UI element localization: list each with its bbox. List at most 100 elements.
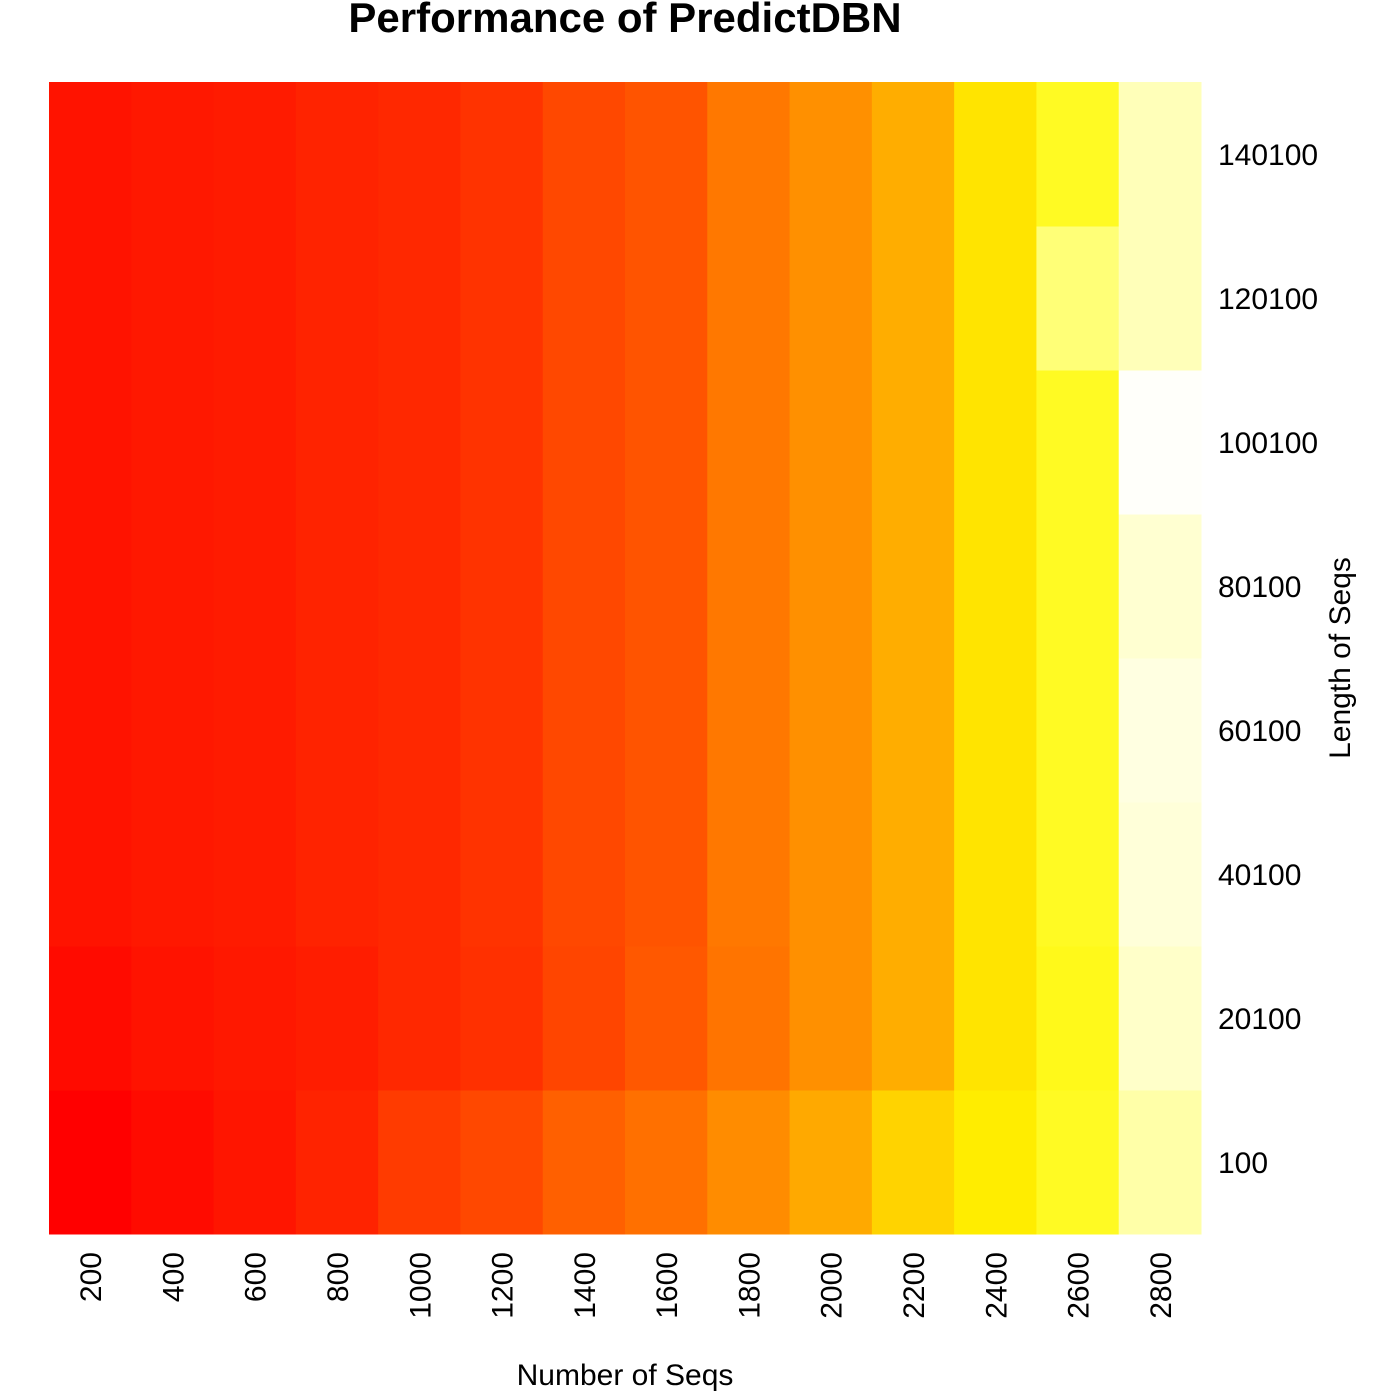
heatmap-cell-2000-20100 (789, 946, 873, 1091)
heatmap-cell-600-120100 (213, 226, 297, 371)
heatmap-cell-200-100 (49, 1090, 132, 1235)
heatmap-cell-400-100100 (131, 370, 215, 515)
heatmap-cell-2800-20100 (1118, 946, 1202, 1091)
heatmap-cell-1200-60100 (460, 658, 544, 803)
heatmap-cell-1800-100100 (707, 370, 791, 515)
heatmap-cell-1800-60100 (707, 658, 791, 803)
heatmap-cell-600-100100 (213, 370, 297, 515)
heatmap-cell-2200-140100 (871, 82, 955, 227)
heatmap-cell-400-100 (131, 1090, 215, 1235)
y-tick-label: 140100 (1218, 139, 1318, 172)
heatmap-cell-1600-120100 (625, 226, 708, 371)
heatmap-cell-2200-20100 (871, 946, 955, 1091)
heatmap-cell-2800-140100 (1118, 82, 1202, 227)
y-axis-label: Length of Seqs (1324, 557, 1357, 759)
heatmap-cell-1600-80100 (625, 514, 708, 659)
chart-title: Performance of PredictDBN (348, 0, 901, 41)
heatmap-cell-400-20100 (131, 946, 215, 1091)
heatmap-cell-800-20100 (295, 946, 379, 1091)
heatmap-cell-2400-140100 (954, 82, 1037, 227)
heatmap-cell-200-20100 (49, 946, 132, 1091)
y-tick-label: 40100 (1218, 859, 1301, 892)
heatmap-cell-2000-100 (789, 1090, 873, 1235)
heatmap-cell-2600-120100 (1036, 226, 1120, 371)
heatmap-cell-2400-100100 (954, 370, 1037, 515)
y-tick-label: 80100 (1218, 571, 1301, 604)
heatmap-cell-200-60100 (49, 658, 132, 803)
heatmap-cell-1400-40100 (542, 802, 626, 947)
heatmap-cell-1800-140100 (707, 82, 791, 227)
heatmap-cell-1400-60100 (542, 658, 626, 803)
heatmap-cell-2800-100 (1118, 1090, 1202, 1235)
heatmap-cell-800-120100 (295, 226, 379, 371)
heatmap-cell-2800-120100 (1118, 226, 1202, 371)
x-tick-label: 1800 (733, 1252, 766, 1319)
heatmap-cell-600-100 (213, 1090, 297, 1235)
heatmap-cell-2600-140100 (1036, 82, 1120, 227)
heatmap-cell-1200-140100 (460, 82, 544, 227)
heatmap-cell-2400-100 (954, 1090, 1037, 1235)
x-tick-label: 200 (75, 1252, 108, 1302)
heatmap-cell-1800-20100 (707, 946, 791, 1091)
heatmap-cell-400-80100 (131, 514, 215, 659)
heatmap-cell-1400-100100 (542, 370, 626, 515)
y-tick-label: 20100 (1218, 1003, 1301, 1036)
heatmap-cell-2400-20100 (954, 946, 1037, 1091)
heatmap-cell-2600-80100 (1036, 514, 1120, 659)
y-tick-label: 100100 (1218, 427, 1318, 460)
heatmap-cell-800-140100 (295, 82, 379, 227)
y-tick-label: 60100 (1218, 715, 1301, 748)
heatmap-cell-600-80100 (213, 514, 297, 659)
heatmap-cell-600-20100 (213, 946, 297, 1091)
x-axis-label: Number of Seqs (517, 1359, 734, 1392)
y-tick-labels: 100 20100 40100 60100 80100 100100 120100 14010… (1218, 139, 1318, 1180)
y-tick-label: 120100 (1218, 283, 1318, 316)
y-tick-label: 100 (1218, 1147, 1268, 1180)
heatmap-cell-600-140100 (213, 82, 297, 227)
heatmap-cell-2800-100100 (1118, 370, 1202, 515)
x-tick-label: 2000 (816, 1252, 849, 1319)
heatmap-cell-800-100100 (295, 370, 379, 515)
x-tick-label: 400 (157, 1252, 190, 1302)
heatmap-cell-2800-60100 (1118, 658, 1202, 803)
x-tick-label: 600 (240, 1252, 273, 1302)
x-tick-label: 2800 (1145, 1252, 1178, 1319)
heatmap-cell-1600-20100 (625, 946, 708, 1091)
heatmap-cell-600-40100 (213, 802, 297, 947)
heatmap-cell-1600-60100 (625, 658, 708, 803)
heatmap-cell-2400-40100 (954, 802, 1037, 947)
x-tick-label: 1200 (487, 1252, 520, 1319)
heatmap-cell-2000-140100 (789, 82, 873, 227)
heatmap-cell-2000-60100 (789, 658, 873, 803)
heatmap-cells (49, 82, 1202, 1235)
heatmap-cell-1000-40100 (378, 802, 461, 947)
heatmap-cell-400-60100 (131, 658, 215, 803)
heatmap-cell-800-80100 (295, 514, 379, 659)
heatmap-cell-2600-40100 (1036, 802, 1120, 947)
heatmap-cell-1600-40100 (625, 802, 708, 947)
heatmap-cell-800-40100 (295, 802, 379, 947)
heatmap-cell-1000-60100 (378, 658, 461, 803)
x-tick-label: 2200 (898, 1252, 931, 1319)
x-tick-label: 800 (322, 1252, 355, 1302)
heatmap-cell-1400-80100 (542, 514, 626, 659)
heatmap-cell-600-60100 (213, 658, 297, 803)
x-tick-label: 2600 (1063, 1252, 1096, 1319)
heatmap-cell-1800-80100 (707, 514, 791, 659)
x-tick-labels: 200 400 600 800 1000 1200 1400 1600 1800 2000 2200… (75, 1252, 1178, 1319)
heatmap-cell-200-120100 (49, 226, 132, 371)
x-tick-label: 1600 (651, 1252, 684, 1319)
heatmap-cell-1000-120100 (378, 226, 461, 371)
heatmap-cell-2000-120100 (789, 226, 873, 371)
heatmap-cell-2000-40100 (789, 802, 873, 947)
heatmap-cell-1400-20100 (542, 946, 626, 1091)
heatmap-cell-2600-20100 (1036, 946, 1120, 1091)
heatmap-cell-2400-80100 (954, 514, 1037, 659)
heatmap-cell-1400-140100 (542, 82, 626, 227)
heatmap-cell-1000-140100 (378, 82, 461, 227)
heatmap-cell-200-140100 (49, 82, 132, 227)
heatmap-cell-2200-60100 (871, 658, 955, 803)
x-tick-label: 1400 (569, 1252, 602, 1319)
heatmap-cell-1600-100 (625, 1090, 708, 1235)
